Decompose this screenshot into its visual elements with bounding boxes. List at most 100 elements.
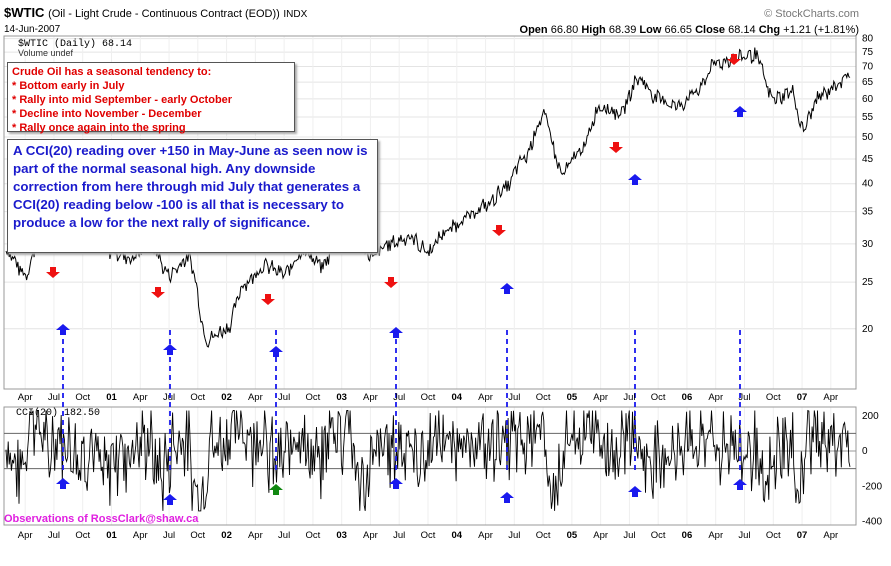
x-tick-label: Jul [278,392,290,403]
x-tick-label: Apr [823,530,838,541]
x-tick-label: Oct [651,530,666,541]
down-arrow-icon [261,294,275,305]
x-tick-label: 07 [797,392,808,403]
x-tick-label: Oct [766,530,781,541]
x-tick-label: Apr [133,392,148,403]
x-tick-label: Apr [18,392,33,403]
low-label: Low [639,24,662,36]
arrows [46,54,747,505]
x-tick-label: Jul [623,392,635,403]
x-tick-label: Jul [623,530,635,541]
x-tick-label: 05 [567,530,578,541]
x-tick-label: Jul [48,530,60,541]
x-tick-label: 04 [451,530,462,541]
seasonal-note: Crude Oil has a seasonal tendency to: * … [7,62,295,134]
cci-line [5,409,851,512]
price-y-tick-label: 65 [862,77,874,88]
x-tick-label: Apr [823,392,838,403]
x-ticks-cci: Apr Jul Oct 01 Apr Jul Oct 02 Apr Jul Oct 03 Apr Jul O… [18,530,838,541]
price-y-tick-label: 60 [862,94,874,105]
brand: © StockCharts.com [764,8,859,20]
seasonal-line: * Rally into mid September - early Octob… [12,94,233,106]
seasonal-title: Crude Oil has a seasonal tendency to: [12,66,212,78]
x-tick-label: 06 [682,530,693,541]
x-tick-label: Oct [306,392,321,403]
x-ticks-price: Apr Jul Oct 01 Apr Jul Oct 02 Apr Jul Oct 03 Apr Jul O… [18,392,838,403]
open-value: 66.80 [550,24,579,36]
x-tick-label: Oct [75,392,90,403]
x-tick-label: Apr [593,392,608,403]
x-tick-label: Oct [190,530,205,541]
up-arrow-icon [389,327,403,338]
price-panel-frame [3,35,857,390]
up-arrow-icon [56,324,70,335]
up-arrow-icon [628,486,642,497]
x-tick-label: Apr [248,530,263,541]
x-tick-label: Oct [536,392,551,403]
x-tick-label: Jul [738,530,750,541]
down-arrow-icon [46,267,60,278]
down-arrow-icon [384,277,398,288]
x-tick-label: Oct [651,392,666,403]
chg-label: Chg [758,24,781,36]
x-tick-label: 01 [106,530,117,541]
open-label: Open [519,24,548,36]
x-tick-label: 05 [567,392,578,403]
up-arrow-icon [56,478,70,489]
x-tick-label: Oct [536,530,551,541]
date: 14-Jun-2007 [4,24,61,35]
x-tick-label: Oct [766,392,781,403]
price-legend: $WTIC (Daily) 68.14 [18,38,132,50]
x-tick-label: Jul [163,530,175,541]
price-y-tick-label: 20 [862,324,874,335]
up-arrow-icon [733,106,747,117]
x-tick-label: Apr [363,392,378,403]
description: (Oil - Light Crude - Continuous Contract… [48,8,280,20]
seasonal-line: * Bottom early in July [12,80,125,92]
x-tick-label: Oct [306,530,321,541]
price-y-tick-label: 30 [862,239,874,250]
x-tick-label: Apr [248,392,263,403]
x-tick-label: 03 [336,530,347,541]
price-y-tick-label: 50 [862,132,874,143]
cci-legend: CCI(20) 182.50 [16,407,100,419]
cci-panel-frame [3,406,857,526]
x-tick-label: Apr [478,392,493,403]
credit: Observations of RossClark@shaw.ca [4,513,199,525]
x-tick-label: Jul [278,530,290,541]
x-tick-label: Apr [133,530,148,541]
cci-note: A CCI(20) reading over +150 in May-June … [7,139,378,253]
cci-y-tick-label: -200 [862,481,882,492]
down-arrow-icon [609,142,623,153]
x-tick-label: Oct [75,530,90,541]
x-tick-label: Apr [478,530,493,541]
x-tick-label: Jul [48,392,60,403]
down-arrow-icon [151,287,165,298]
price-y-tick-label: 40 [862,179,874,190]
close-value: 68.14 [728,24,756,36]
cci-y-tick-label: -400 [862,516,882,527]
up-arrow-icon [389,478,403,489]
x-tick-label: Apr [363,530,378,541]
x-tick-label: Jul [163,392,175,403]
cci-y-ticks: 200 0 -200 -400 [862,411,882,528]
price-y-ticks: 80 75 70 65 60 55 50 45 40 35 30 25 20 [862,34,874,335]
high-value: 68.39 [608,24,637,36]
price-y-tick-label: 75 [862,47,874,58]
seasonal-line: * Rally once again into the spring [12,122,186,134]
up-arrow-icon [269,346,283,357]
exchange: INDX [283,9,308,20]
x-tick-label: Oct [190,392,205,403]
up-arrow-icon [500,283,514,294]
x-tick-label: 02 [221,392,232,403]
seasonal-line: * Decline into November - December [12,108,202,120]
x-tick-label: 07 [797,530,808,541]
price-y-tick-label: 25 [862,277,874,288]
price-y-tick-label: 80 [862,34,874,45]
cci-y-tick-label: 0 [862,446,868,457]
x-tick-label: Oct [421,392,436,403]
up-arrow-icon [733,479,747,490]
x-tick-label: 04 [451,392,462,403]
x-tick-label: Jul [738,392,750,403]
price-y-tick-label: 55 [862,112,874,123]
